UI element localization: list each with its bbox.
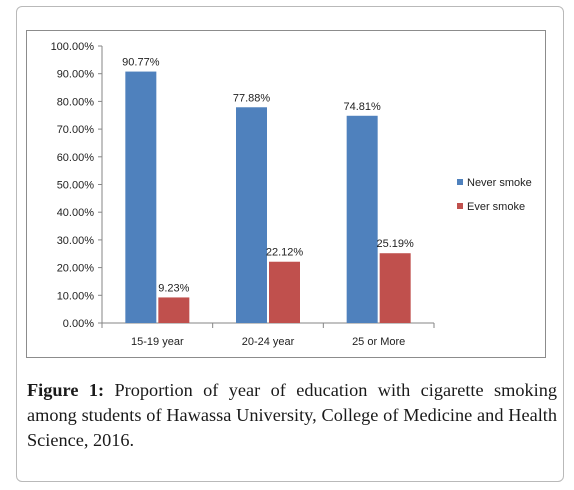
- data-label: 9.23%: [158, 282, 189, 294]
- y-tick-label: 80.00%: [57, 96, 95, 108]
- data-label: 22.12%: [266, 247, 304, 259]
- y-tick-label: 40.00%: [57, 207, 95, 219]
- legend-label: Never smoke: [467, 177, 532, 189]
- y-tick-label: 0.00%: [63, 318, 94, 330]
- legend-swatch: [457, 203, 463, 209]
- bar: [346, 115, 378, 323]
- bar: [269, 261, 300, 323]
- x-tick-label: 20-24 year: [242, 336, 295, 348]
- y-tick-label: 70.00%: [57, 124, 95, 136]
- plot-area: 0.00% 10.00% 20.00% 30.00% 40.00% 50.00% 60.00…: [51, 41, 435, 348]
- legend: Never smoke Ever smoke: [457, 177, 532, 213]
- y-tick-label: 100.00%: [51, 41, 95, 53]
- legend-label: Ever smoke: [467, 201, 525, 213]
- bar: [236, 107, 267, 323]
- x-tick-label: 25 or More: [352, 336, 405, 348]
- y-tick-label: 20.00%: [57, 263, 95, 275]
- data-label: 25.19%: [377, 238, 415, 250]
- figure-caption: Figure 1: Proportion of year of educatio…: [27, 378, 557, 453]
- legend-swatch: [457, 179, 463, 185]
- y-tick-label: 60.00%: [57, 152, 95, 164]
- data-label: 90.77%: [122, 57, 160, 69]
- data-label: 74.81%: [344, 101, 382, 113]
- bar: [158, 297, 190, 323]
- bar: [125, 71, 157, 323]
- y-tick-label: 10.00%: [57, 290, 95, 302]
- y-tick-label: 50.00%: [57, 180, 95, 192]
- data-label: 77.88%: [233, 92, 271, 104]
- bar: [379, 253, 411, 323]
- y-tick-label: 90.00%: [57, 69, 95, 81]
- x-tick-label: 15-19 year: [131, 336, 184, 348]
- y-tick-label: 30.00%: [57, 235, 95, 247]
- caption-label: Figure 1:: [27, 380, 105, 400]
- caption-text: Proportion of year of education with cig…: [27, 380, 557, 450]
